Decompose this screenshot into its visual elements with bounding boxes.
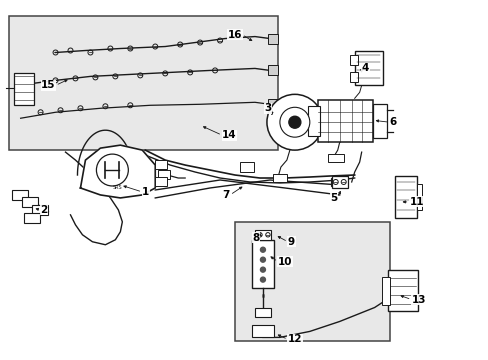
Bar [32, 205, 47, 215]
Bar [394, 176, 416, 218]
Bar [251, 240, 273, 288]
Circle shape [260, 267, 265, 272]
Bar [327, 154, 343, 162]
Bar [372, 104, 386, 138]
Text: 3: 3 [264, 103, 271, 113]
FancyBboxPatch shape [9, 15, 277, 150]
Circle shape [288, 116, 300, 128]
Bar [240, 162, 253, 172]
Text: 14: 14 [222, 130, 236, 140]
Bar [381, 276, 389, 305]
Text: 10: 10 [277, 257, 292, 267]
Text: 2: 2 [41, 205, 48, 215]
Bar [254, 307, 270, 318]
Bar [317, 100, 372, 142]
Bar [349, 72, 357, 82]
Bar [330, 177, 344, 186]
Text: 9: 9 [287, 237, 294, 247]
Bar [155, 177, 167, 186]
Text: 1: 1 [142, 187, 149, 197]
Text: 8: 8 [252, 233, 260, 243]
Circle shape [279, 107, 309, 137]
Bar [155, 160, 167, 169]
Text: 4: 4 [361, 63, 368, 73]
Bar [416, 184, 422, 210]
Bar [272, 174, 286, 182]
Bar [307, 106, 319, 136]
Bar [251, 325, 273, 337]
Text: 5: 5 [330, 193, 337, 203]
Bar [267, 99, 277, 109]
Bar [23, 213, 40, 223]
Text: 7: 7 [222, 190, 229, 200]
Text: 11: 11 [408, 197, 423, 207]
Bar [254, 230, 270, 240]
Bar [12, 190, 27, 200]
Text: 6: 6 [389, 117, 396, 127]
Bar [387, 270, 417, 311]
Circle shape [260, 257, 265, 262]
Bar [267, 66, 277, 75]
Bar [158, 170, 170, 179]
Bar [331, 176, 347, 188]
Text: 13: 13 [411, 294, 425, 305]
Bar [14, 73, 34, 105]
Bar [21, 197, 38, 207]
Text: 16: 16 [227, 30, 242, 40]
Bar [354, 50, 382, 85]
Circle shape [266, 94, 322, 150]
Polygon shape [81, 145, 155, 198]
FancyBboxPatch shape [235, 222, 389, 341]
Circle shape [260, 247, 265, 252]
Bar [267, 33, 277, 44]
Text: 15: 15 [41, 80, 56, 90]
Bar [349, 55, 357, 66]
Circle shape [260, 277, 265, 282]
Text: 12: 12 [287, 334, 302, 345]
Text: SRS: SRS [112, 185, 122, 190]
